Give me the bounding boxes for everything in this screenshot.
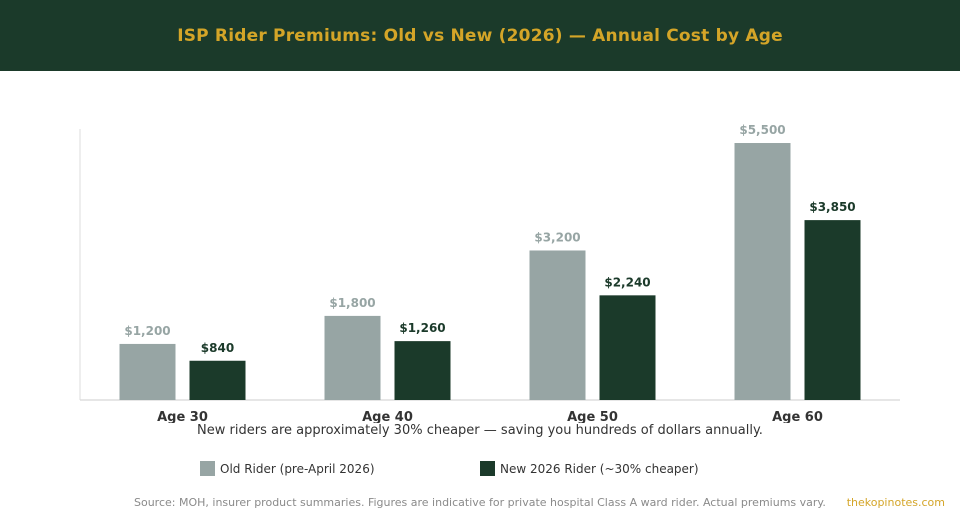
legend-item-new: New 2026 Rider (~30% cheaper) [480, 461, 699, 476]
brand-link[interactable]: thekopinotes.com [846, 496, 945, 509]
bar-chart: $1,200 $840 Age 30 $1,800 $1,260 Age 40 $3,200… [79, 123, 900, 423]
bar-new-3 [599, 295, 656, 400]
x-tick-label-1: Age 30 [157, 410, 208, 423]
data-label-old-3: $3,200 [534, 230, 580, 244]
legend-label-old: Old Rider (pre-April 2026) [220, 461, 375, 476]
chart-subtitle: New riders are approximately 30% cheaper… [197, 423, 763, 438]
source-note: Source: MOH, insurer product summaries. … [134, 496, 826, 509]
legend-swatch-old [200, 461, 215, 476]
data-label-new-4: $3,850 [809, 200, 855, 214]
bar-old-1 [119, 343, 176, 400]
bar-new-1 [189, 360, 246, 400]
legend-item-old: Old Rider (pre-April 2026) [200, 461, 375, 476]
data-label-new-3: $2,240 [604, 275, 650, 289]
bar-new-2 [394, 341, 451, 400]
bar-old-2 [324, 315, 381, 400]
data-label-old-4: $5,500 [739, 123, 785, 137]
data-label-old-1: $1,200 [124, 324, 170, 338]
x-tick-label-2: Age 40 [362, 410, 413, 423]
legend-label-new: New 2026 Rider (~30% cheaper) [500, 461, 699, 476]
bar-old-4 [734, 143, 791, 400]
header-bar: ISP Rider Premiums: Old vs New (2026) — … [0, 0, 960, 71]
legend-swatch-new [480, 461, 495, 476]
x-tick-label-4: Age 60 [772, 410, 823, 423]
bar-old-3 [529, 250, 586, 400]
chart-title: ISP Rider Premiums: Old vs New (2026) — … [177, 25, 783, 46]
bar-new-4 [804, 220, 861, 400]
data-label-old-2: $1,800 [329, 296, 375, 310]
data-label-new-1: $840 [201, 341, 234, 355]
data-label-new-2: $1,260 [399, 321, 445, 335]
x-tick-label-3: Age 50 [567, 410, 618, 423]
